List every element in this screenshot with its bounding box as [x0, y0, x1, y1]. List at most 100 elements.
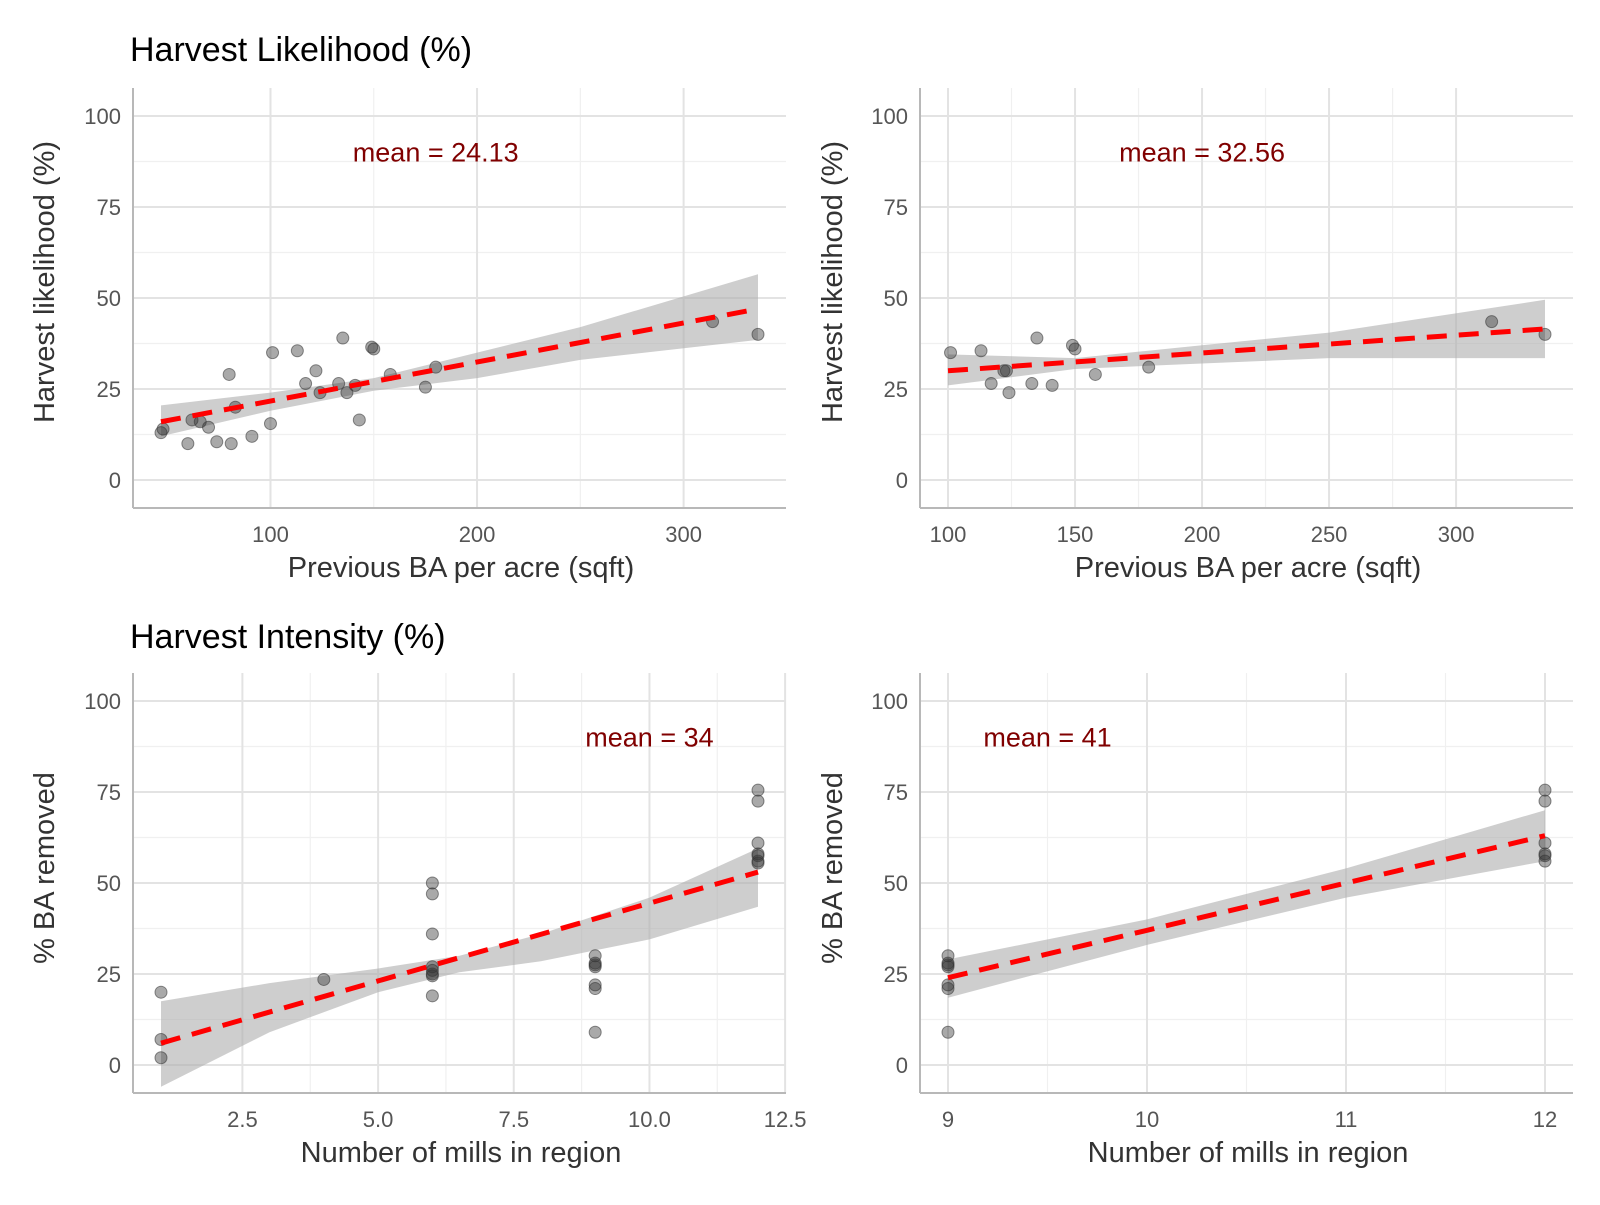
- y-axis-title: Harvest likelihood (%): [817, 141, 849, 423]
- data-point: [751, 783, 765, 797]
- y-tick-label: 0: [896, 468, 908, 493]
- row-title-likelihood: Harvest Likelihood (%): [130, 31, 472, 69]
- y-tick-label: 50: [884, 871, 908, 896]
- data-point: [425, 887, 439, 901]
- x-axis-title: Previous BA per acre (sqft): [1075, 552, 1422, 584]
- x-tick-label: 100: [930, 522, 967, 547]
- data-point: [1025, 377, 1039, 391]
- mean-annotation: mean = 34: [585, 722, 713, 752]
- y-tick-label: 0: [109, 1053, 121, 1078]
- x-tick-label: 100: [252, 522, 289, 547]
- x-tick-label: 10.0: [628, 1107, 671, 1132]
- data-point: [1538, 849, 1552, 863]
- data-point: [984, 377, 998, 391]
- data-point: [751, 327, 765, 341]
- data-point: [751, 794, 765, 808]
- confidence-band: [161, 274, 758, 437]
- data-point: [263, 417, 277, 431]
- data-point: [1088, 367, 1102, 381]
- data-point: [751, 836, 765, 850]
- data-point: [210, 435, 224, 449]
- x-axis-title: Number of mills in region: [1088, 1137, 1409, 1169]
- row-title-intensity: Harvest Intensity (%): [130, 618, 446, 656]
- data-point: [941, 982, 955, 996]
- y-tick-label: 50: [97, 871, 121, 896]
- y-axis-title: % BA removed: [29, 772, 61, 964]
- y-axis-title: % BA removed: [817, 772, 849, 964]
- y-tick-label: 75: [97, 195, 121, 220]
- y-tick-label: 25: [884, 962, 908, 987]
- data-point: [245, 429, 259, 443]
- data-point: [425, 876, 439, 890]
- y-tick-label: 100: [84, 104, 121, 129]
- x-tick-label: 9: [942, 1107, 954, 1132]
- data-point: [1142, 360, 1156, 374]
- data-point: [425, 989, 439, 1003]
- trend-line: [160, 869, 759, 1046]
- data-point: [588, 1025, 602, 1039]
- y-tick-label: 0: [896, 1053, 908, 1078]
- x-tick-label: 11: [1335, 1107, 1358, 1132]
- x-tick-label: 200: [459, 522, 496, 547]
- y-tick-label: 50: [97, 286, 121, 311]
- data-point: [751, 849, 765, 863]
- data-point: [588, 978, 602, 992]
- mean-annotation: mean = 41: [983, 722, 1111, 752]
- data-point: [588, 949, 602, 963]
- data-point: [941, 958, 955, 972]
- confidence-band: [948, 810, 1545, 998]
- data-point: [154, 426, 168, 440]
- confidence-band: [161, 848, 758, 1087]
- y-tick-label: 50: [884, 286, 908, 311]
- data-point: [1002, 386, 1016, 400]
- y-tick-label: 100: [84, 689, 121, 714]
- data-point: [588, 982, 602, 996]
- x-tick-label: 7.5: [498, 1107, 529, 1132]
- y-axis-title: Harvest likelihood (%): [29, 141, 61, 423]
- data-point: [1030, 331, 1044, 345]
- x-tick-label: 12.5: [764, 1107, 807, 1132]
- trend-line: [947, 833, 1546, 981]
- y-tick-label: 25: [97, 377, 121, 402]
- mean-annotation: mean = 32.56: [1119, 137, 1285, 167]
- data-point: [941, 949, 955, 963]
- data-point: [336, 331, 350, 345]
- data-point: [1538, 783, 1552, 797]
- data-point: [429, 360, 443, 374]
- data-point: [944, 346, 958, 360]
- data-point: [340, 386, 354, 400]
- data-point: [299, 377, 313, 391]
- trend-line: [947, 326, 1546, 374]
- data-point: [425, 927, 439, 941]
- data-point: [425, 969, 439, 983]
- y-tick-label: 75: [884, 195, 908, 220]
- data-point: [1485, 315, 1499, 329]
- data-point: [154, 1051, 168, 1065]
- trend-line: [160, 306, 759, 425]
- mean-annotation: mean = 24.13: [353, 137, 519, 167]
- x-tick-label: 2.5: [227, 1107, 258, 1132]
- data-point: [941, 1025, 955, 1039]
- data-point: [352, 413, 366, 427]
- y-tick-label: 25: [884, 377, 908, 402]
- data-point: [309, 364, 323, 378]
- confidence-band: [948, 299, 1545, 386]
- x-axis-title: Previous BA per acre (sqft): [288, 552, 635, 584]
- data-point: [999, 364, 1013, 378]
- panel-intensity-harvested: 0 25 50 75 100 9 10 11 12 Number of mills in regi…: [817, 673, 1573, 1169]
- y-tick-label: 100: [871, 104, 908, 129]
- y-tick-label: 25: [97, 962, 121, 987]
- x-tick-label: 150: [1057, 522, 1094, 547]
- data-point: [224, 437, 238, 451]
- data-point: [425, 960, 439, 974]
- x-tick-label: 300: [1438, 522, 1475, 547]
- x-tick-label: 12: [1533, 1107, 1557, 1132]
- x-tick-label: 10: [1135, 1107, 1159, 1132]
- panel-likelihood-harvested: 0 25 50 75 100 100 150 200 250 300 Previous BA per…: [817, 88, 1573, 584]
- data-point: [202, 420, 216, 434]
- x-tick-label: 5.0: [363, 1107, 394, 1132]
- data-point: [418, 380, 432, 394]
- x-tick-label: 200: [1184, 522, 1221, 547]
